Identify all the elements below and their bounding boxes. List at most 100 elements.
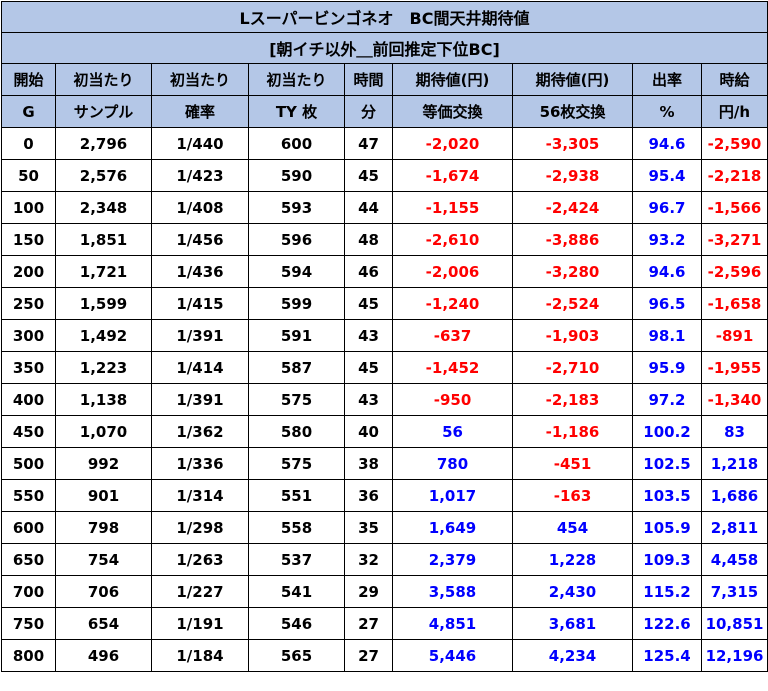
payout-cell: 125.4 [632, 639, 702, 672]
ty-cell: 580 [248, 415, 345, 448]
sample-cell: 654 [55, 607, 152, 640]
header-cell: 円/h [700, 95, 768, 128]
sample-cell: 2,576 [55, 159, 152, 192]
table-title: Lスーパービンゴネオ BC間天井期待値 [0, 1, 768, 33]
ev-equal-cell: -2,006 [392, 255, 513, 288]
probability-cell: 1/456 [151, 223, 249, 256]
header-cell: 確率 [151, 95, 249, 128]
header-cell: G [1, 95, 56, 128]
header-cell: 初当たり [55, 63, 152, 96]
probability-cell: 1/391 [151, 319, 249, 352]
header-cell: TY 枚 [248, 95, 345, 128]
ev-56-cell: -2,938 [512, 159, 633, 192]
sample-cell: 992 [55, 447, 152, 480]
ev-equal-cell: -637 [392, 319, 513, 352]
table-row: 350 1,223 1/414 587 45 -1,452 -2,710 95.9 -1,955 [1, 351, 768, 384]
time-cell: 32 [344, 543, 393, 576]
header-cell: 56枚交換 [512, 95, 633, 128]
ev-56-cell: 4,234 [512, 639, 633, 672]
sample-cell: 1,492 [55, 319, 152, 352]
probability-cell: 1/336 [151, 447, 249, 480]
table-row: 700 706 1/227 541 29 3,588 2,430 115.2 7,315 [1, 575, 768, 608]
ty-cell: 590 [248, 159, 345, 192]
time-cell: 35 [344, 511, 393, 544]
payout-cell: 94.6 [632, 255, 702, 288]
probability-cell: 1/314 [151, 479, 249, 512]
time-cell: 29 [344, 575, 393, 608]
header-cell: 分 [344, 95, 393, 128]
header-cell: サンプル [55, 95, 152, 128]
header-cell: 時間 [344, 63, 393, 96]
start-g-cell: 100 [1, 191, 56, 224]
start-g-cell: 0 [1, 127, 56, 160]
payout-cell: 95.9 [632, 351, 702, 384]
sample-cell: 1,721 [55, 255, 152, 288]
table-row: 50 2,576 1/423 590 45 -1,674 -2,938 95.4 -2,218 [1, 159, 768, 192]
ev-equal-cell: -2,020 [392, 127, 513, 160]
ev-56-cell: 454 [512, 511, 633, 544]
hourly-cell: -891 [700, 319, 768, 352]
header-cell: 開始 [1, 63, 56, 96]
expected-value-table: Lスーパービンゴネオ BC間天井期待値 [朝イチ以外＿前回推定下位BC] 開始 … [0, 1, 768, 672]
table-row: 0 2,796 1/440 600 47 -2,020 -3,305 94.6 -2,590 [1, 127, 768, 160]
sample-cell: 496 [55, 639, 152, 672]
ty-cell: 546 [248, 607, 345, 640]
ty-cell: 593 [248, 191, 345, 224]
payout-cell: 115.2 [632, 575, 702, 608]
probability-cell: 1/436 [151, 255, 249, 288]
payout-cell: 97.2 [632, 383, 702, 416]
start-g-cell: 750 [1, 607, 56, 640]
ev-56-cell: 2,430 [512, 575, 633, 608]
sample-cell: 901 [55, 479, 152, 512]
hourly-cell: 83 [700, 415, 768, 448]
payout-cell: 109.3 [632, 543, 702, 576]
payout-cell: 102.5 [632, 447, 702, 480]
ev-56-cell: -2,183 [512, 383, 633, 416]
ev-equal-cell: 5,446 [392, 639, 513, 672]
table-row: 750 654 1/191 546 27 4,851 3,681 122.6 10,851 [1, 607, 768, 640]
ty-cell: 599 [248, 287, 345, 320]
ty-cell: 587 [248, 351, 345, 384]
probability-cell: 1/423 [151, 159, 249, 192]
ev-56-cell: -163 [512, 479, 633, 512]
ty-cell: 596 [248, 223, 345, 256]
ev-equal-cell: -950 [392, 383, 513, 416]
ev-equal-cell: -1,452 [392, 351, 513, 384]
ev-equal-cell: -2,610 [392, 223, 513, 256]
time-cell: 27 [344, 639, 393, 672]
ev-56-cell: 1,228 [512, 543, 633, 576]
ev-equal-cell: 780 [392, 447, 513, 480]
table-row: 800 496 1/184 565 27 5,446 4,234 125.4 12,196 [1, 639, 768, 672]
header-cell: 期待値(円) [392, 63, 513, 96]
table-row: 150 1,851 1/456 596 48 -2,610 -3,886 93.2 -3,271 [1, 223, 768, 256]
hourly-cell: -1,340 [700, 383, 768, 416]
payout-cell: 93.2 [632, 223, 702, 256]
ty-cell: 575 [248, 383, 345, 416]
table-row: 650 754 1/263 537 32 2,379 1,228 109.3 4,458 [1, 543, 768, 576]
probability-cell: 1/298 [151, 511, 249, 544]
table-row: 600 798 1/298 558 35 1,649 454 105.9 2,811 [1, 511, 768, 544]
table-row: 500 992 1/336 575 38 780 -451 102.5 1,218 [1, 447, 768, 480]
start-g-cell: 800 [1, 639, 56, 672]
header-cell: 出率 [632, 63, 702, 96]
probability-cell: 1/184 [151, 639, 249, 672]
sample-cell: 1,138 [55, 383, 152, 416]
sample-cell: 2,348 [55, 191, 152, 224]
probability-cell: 1/191 [151, 607, 249, 640]
sample-cell: 798 [55, 511, 152, 544]
ty-cell: 541 [248, 575, 345, 608]
ty-cell: 600 [248, 127, 345, 160]
sample-cell: 1,599 [55, 287, 152, 320]
start-g-cell: 700 [1, 575, 56, 608]
hourly-cell: 7,315 [700, 575, 768, 608]
time-cell: 48 [344, 223, 393, 256]
ev-equal-cell: 3,588 [392, 575, 513, 608]
hourly-cell: -2,218 [700, 159, 768, 192]
start-g-cell: 600 [1, 511, 56, 544]
title-row: Lスーパービンゴネオ BC間天井期待値 [0, 1, 768, 33]
ty-cell: 591 [248, 319, 345, 352]
hourly-cell: -2,590 [700, 127, 768, 160]
hourly-cell: -3,271 [700, 223, 768, 256]
time-cell: 43 [344, 383, 393, 416]
table-subtitle: [朝イチ以外＿前回推定下位BC] [0, 32, 768, 64]
